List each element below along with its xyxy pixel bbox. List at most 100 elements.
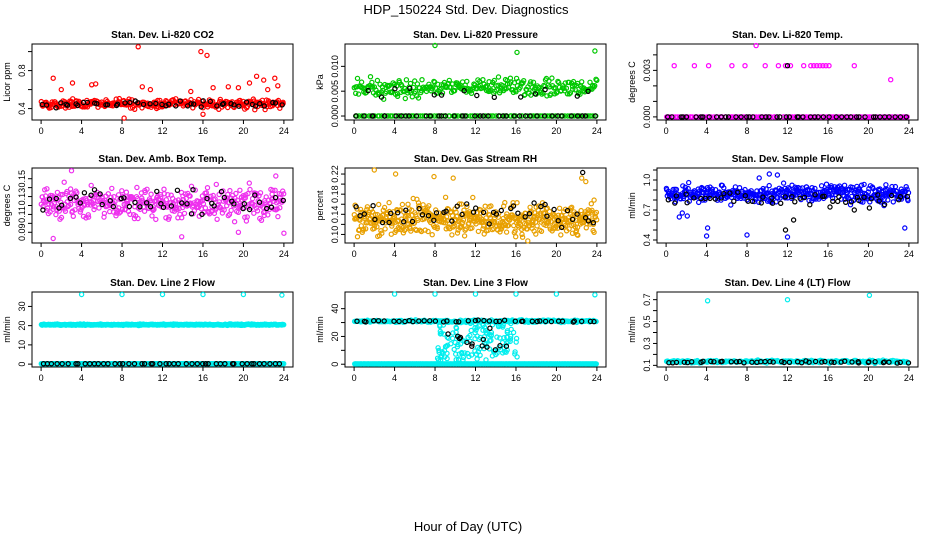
data-point xyxy=(475,113,481,119)
x-tick-label: 8 xyxy=(433,126,438,136)
data-point xyxy=(163,196,169,203)
hourly-point xyxy=(183,361,189,367)
hourly-point xyxy=(836,194,842,200)
data-point xyxy=(408,228,414,234)
data-point xyxy=(467,332,473,339)
data-point xyxy=(376,113,382,119)
hourly-point xyxy=(678,114,684,120)
data-point xyxy=(474,333,480,339)
data-point xyxy=(69,80,76,86)
data-point xyxy=(275,213,281,220)
data-point xyxy=(472,325,478,331)
data-point xyxy=(431,173,437,180)
data-point xyxy=(592,48,598,54)
data-point xyxy=(686,179,692,186)
hourly-point xyxy=(800,114,806,120)
data-point xyxy=(208,193,214,199)
data-point xyxy=(591,229,597,235)
data-point xyxy=(277,204,283,211)
hourly-point xyxy=(782,194,788,200)
data-point xyxy=(530,79,537,86)
data-point xyxy=(199,198,206,204)
hourly-point xyxy=(431,217,437,223)
data-point xyxy=(382,226,388,232)
y-tick-label: 0.11 xyxy=(17,206,27,223)
hourly-point xyxy=(886,114,892,120)
hourly-point xyxy=(401,218,407,225)
hourly-point xyxy=(520,318,526,324)
x-tick-label: 0 xyxy=(664,249,669,259)
x-tick-label: 20 xyxy=(551,126,561,136)
data-point xyxy=(379,230,385,236)
hourly-point xyxy=(485,113,491,119)
hourly-point xyxy=(231,102,237,108)
x-tick-label: 24 xyxy=(592,373,602,383)
panel-title: Stan. Dev. Li-820 Pressure xyxy=(413,30,538,41)
data-point xyxy=(78,291,85,298)
data-point xyxy=(273,173,279,179)
data-point xyxy=(782,62,789,69)
x-tick-label: 8 xyxy=(120,126,125,136)
hourly-point xyxy=(480,209,487,216)
hourly-point xyxy=(749,198,756,204)
data-point xyxy=(386,199,392,206)
hourly-point xyxy=(81,190,88,196)
hourly-point xyxy=(462,113,468,119)
x-tick-label: 20 xyxy=(863,373,873,383)
data-point xyxy=(253,73,260,80)
hourly-point xyxy=(725,114,732,120)
data-point xyxy=(703,233,710,239)
data-point xyxy=(274,206,280,212)
hourly-point xyxy=(479,343,485,349)
data-point xyxy=(503,229,510,235)
hourly-point xyxy=(198,104,204,110)
hourly-point xyxy=(173,103,179,109)
hourly-point xyxy=(491,94,497,101)
data-point xyxy=(756,199,762,205)
data-point xyxy=(435,345,441,351)
data-point xyxy=(774,172,781,178)
hourly-point xyxy=(211,203,217,209)
hourly-point xyxy=(564,207,571,214)
data-point xyxy=(460,217,467,223)
hourly-point xyxy=(375,318,382,324)
hourly-point xyxy=(473,205,479,211)
data-point xyxy=(685,185,691,192)
data-point xyxy=(453,351,459,357)
hourly-point xyxy=(851,207,858,213)
hourly-point xyxy=(821,193,827,199)
x-tick-label: 0 xyxy=(39,373,44,383)
data-point xyxy=(803,184,810,190)
hourly-point xyxy=(381,318,387,324)
hourly-point xyxy=(770,359,776,365)
data-point xyxy=(538,228,545,234)
data-point xyxy=(903,183,909,190)
hourly-point xyxy=(486,318,493,324)
hourly-point xyxy=(487,325,493,331)
data-point xyxy=(547,113,553,119)
data-point xyxy=(453,325,460,331)
hourly-point xyxy=(121,195,127,201)
data-point xyxy=(771,114,778,120)
hourly-point xyxy=(786,359,793,365)
hourly-point xyxy=(140,101,147,108)
hourly-point xyxy=(735,189,741,195)
hourly-point xyxy=(395,209,401,216)
data-point xyxy=(257,190,264,196)
panel-title: Stan. Dev. Line 4 (LT) Flow xyxy=(725,278,851,289)
x-tick-label: 0 xyxy=(39,249,44,259)
x-tick-label: 20 xyxy=(551,249,561,259)
data-point xyxy=(561,85,567,91)
data-point xyxy=(684,213,691,219)
x-tick-label: 20 xyxy=(238,373,248,383)
data-point xyxy=(502,199,508,206)
data-point xyxy=(811,62,817,69)
hourly-point xyxy=(459,211,465,218)
data-point xyxy=(593,361,600,367)
data-point xyxy=(569,204,575,210)
data-point xyxy=(265,86,271,93)
data-point xyxy=(148,191,154,197)
hourly-point xyxy=(59,361,65,367)
data-point xyxy=(513,335,520,342)
